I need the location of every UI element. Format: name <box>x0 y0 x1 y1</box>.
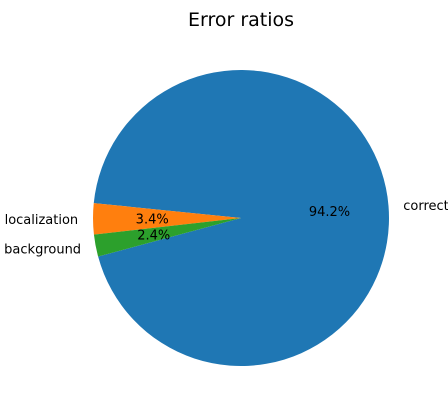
pie-slices <box>93 69 389 366</box>
slice-percent-correct: 94.2% <box>309 205 350 220</box>
slice-percent-localization: 3.4% <box>136 213 169 228</box>
slice-label-correct: correct <box>403 199 448 214</box>
pie-slice-correct <box>93 69 389 366</box>
chart-title: Error ratios <box>188 9 294 31</box>
slice-label-background: background <box>4 242 81 257</box>
pie-labels: correct 94.2% localization 3.4% background 2.… <box>4 199 448 258</box>
slice-label-localization: localization <box>5 213 79 228</box>
pie-slice-localization <box>93 203 241 235</box>
slice-percent-background: 2.4% <box>137 229 170 244</box>
pie-slice-background <box>93 218 242 257</box>
